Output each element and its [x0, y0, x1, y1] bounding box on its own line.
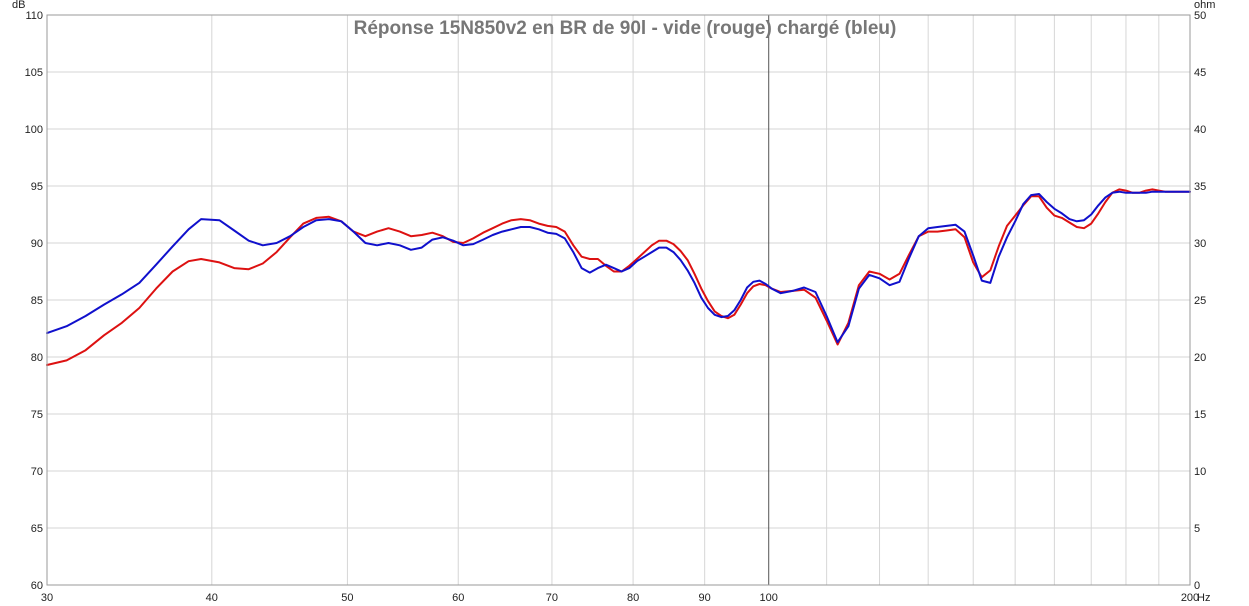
- x-tick-label: 40: [206, 592, 218, 604]
- y-tick-label: 90: [31, 238, 43, 250]
- plot-frame: [46, 14, 1191, 586]
- y2-tick-label: 10: [1194, 466, 1206, 478]
- y2-tick-label: 35: [1194, 181, 1206, 193]
- right-unit-label: ohm: [1194, 0, 1215, 11]
- series-blue-line: [46, 190, 1191, 344]
- chart-title: Réponse 15N850v2 en BR de 90l - vide (ro…: [354, 18, 897, 39]
- y-tick-label: 75: [31, 409, 43, 421]
- series-lines: [46, 188, 1191, 366]
- y2-tick-label: 20: [1194, 352, 1206, 364]
- x-tick-label: 50: [341, 592, 353, 604]
- y-tick-label: 80: [31, 352, 43, 364]
- x-tick-label: 100: [760, 592, 778, 604]
- x-tick-label: 90: [699, 592, 711, 604]
- y2-tick-label: 50: [1194, 10, 1206, 22]
- y2-tick-label: 25: [1194, 295, 1206, 307]
- y-tick-label: 65: [31, 523, 43, 535]
- y-tick-label: 85: [31, 295, 43, 307]
- y-tick-label: 110: [25, 10, 43, 22]
- x-tick-label: 60: [452, 592, 464, 604]
- y-tick-label: 70: [31, 466, 43, 478]
- left-unit-label: dB: [12, 0, 25, 11]
- x-tick-label: 70: [546, 592, 558, 604]
- x-tick-label: 200: [1181, 592, 1199, 604]
- y-tick-label: 60: [31, 580, 43, 592]
- y2-tick-label: 0: [1194, 580, 1200, 592]
- x-tick-label: 30: [41, 592, 53, 604]
- y2-tick-label: 45: [1194, 67, 1206, 79]
- x-tick-label: 80: [627, 592, 639, 604]
- y-tick-label: 95: [31, 181, 43, 193]
- x-unit-label: Hz: [1197, 592, 1210, 604]
- y2-tick-label: 30: [1194, 238, 1206, 250]
- y-tick-label: 100: [25, 124, 43, 136]
- y2-tick-label: 15: [1194, 409, 1206, 421]
- y2-tick-label: 5: [1194, 523, 1200, 535]
- y2-tick-label: 40: [1194, 124, 1206, 136]
- axis-labels: 60 0 65 5 70 10 75 15 80 20 85 25 90 30 95 35 100 40 105 45…: [25, 10, 1207, 604]
- y-tick-label: 105: [25, 67, 43, 79]
